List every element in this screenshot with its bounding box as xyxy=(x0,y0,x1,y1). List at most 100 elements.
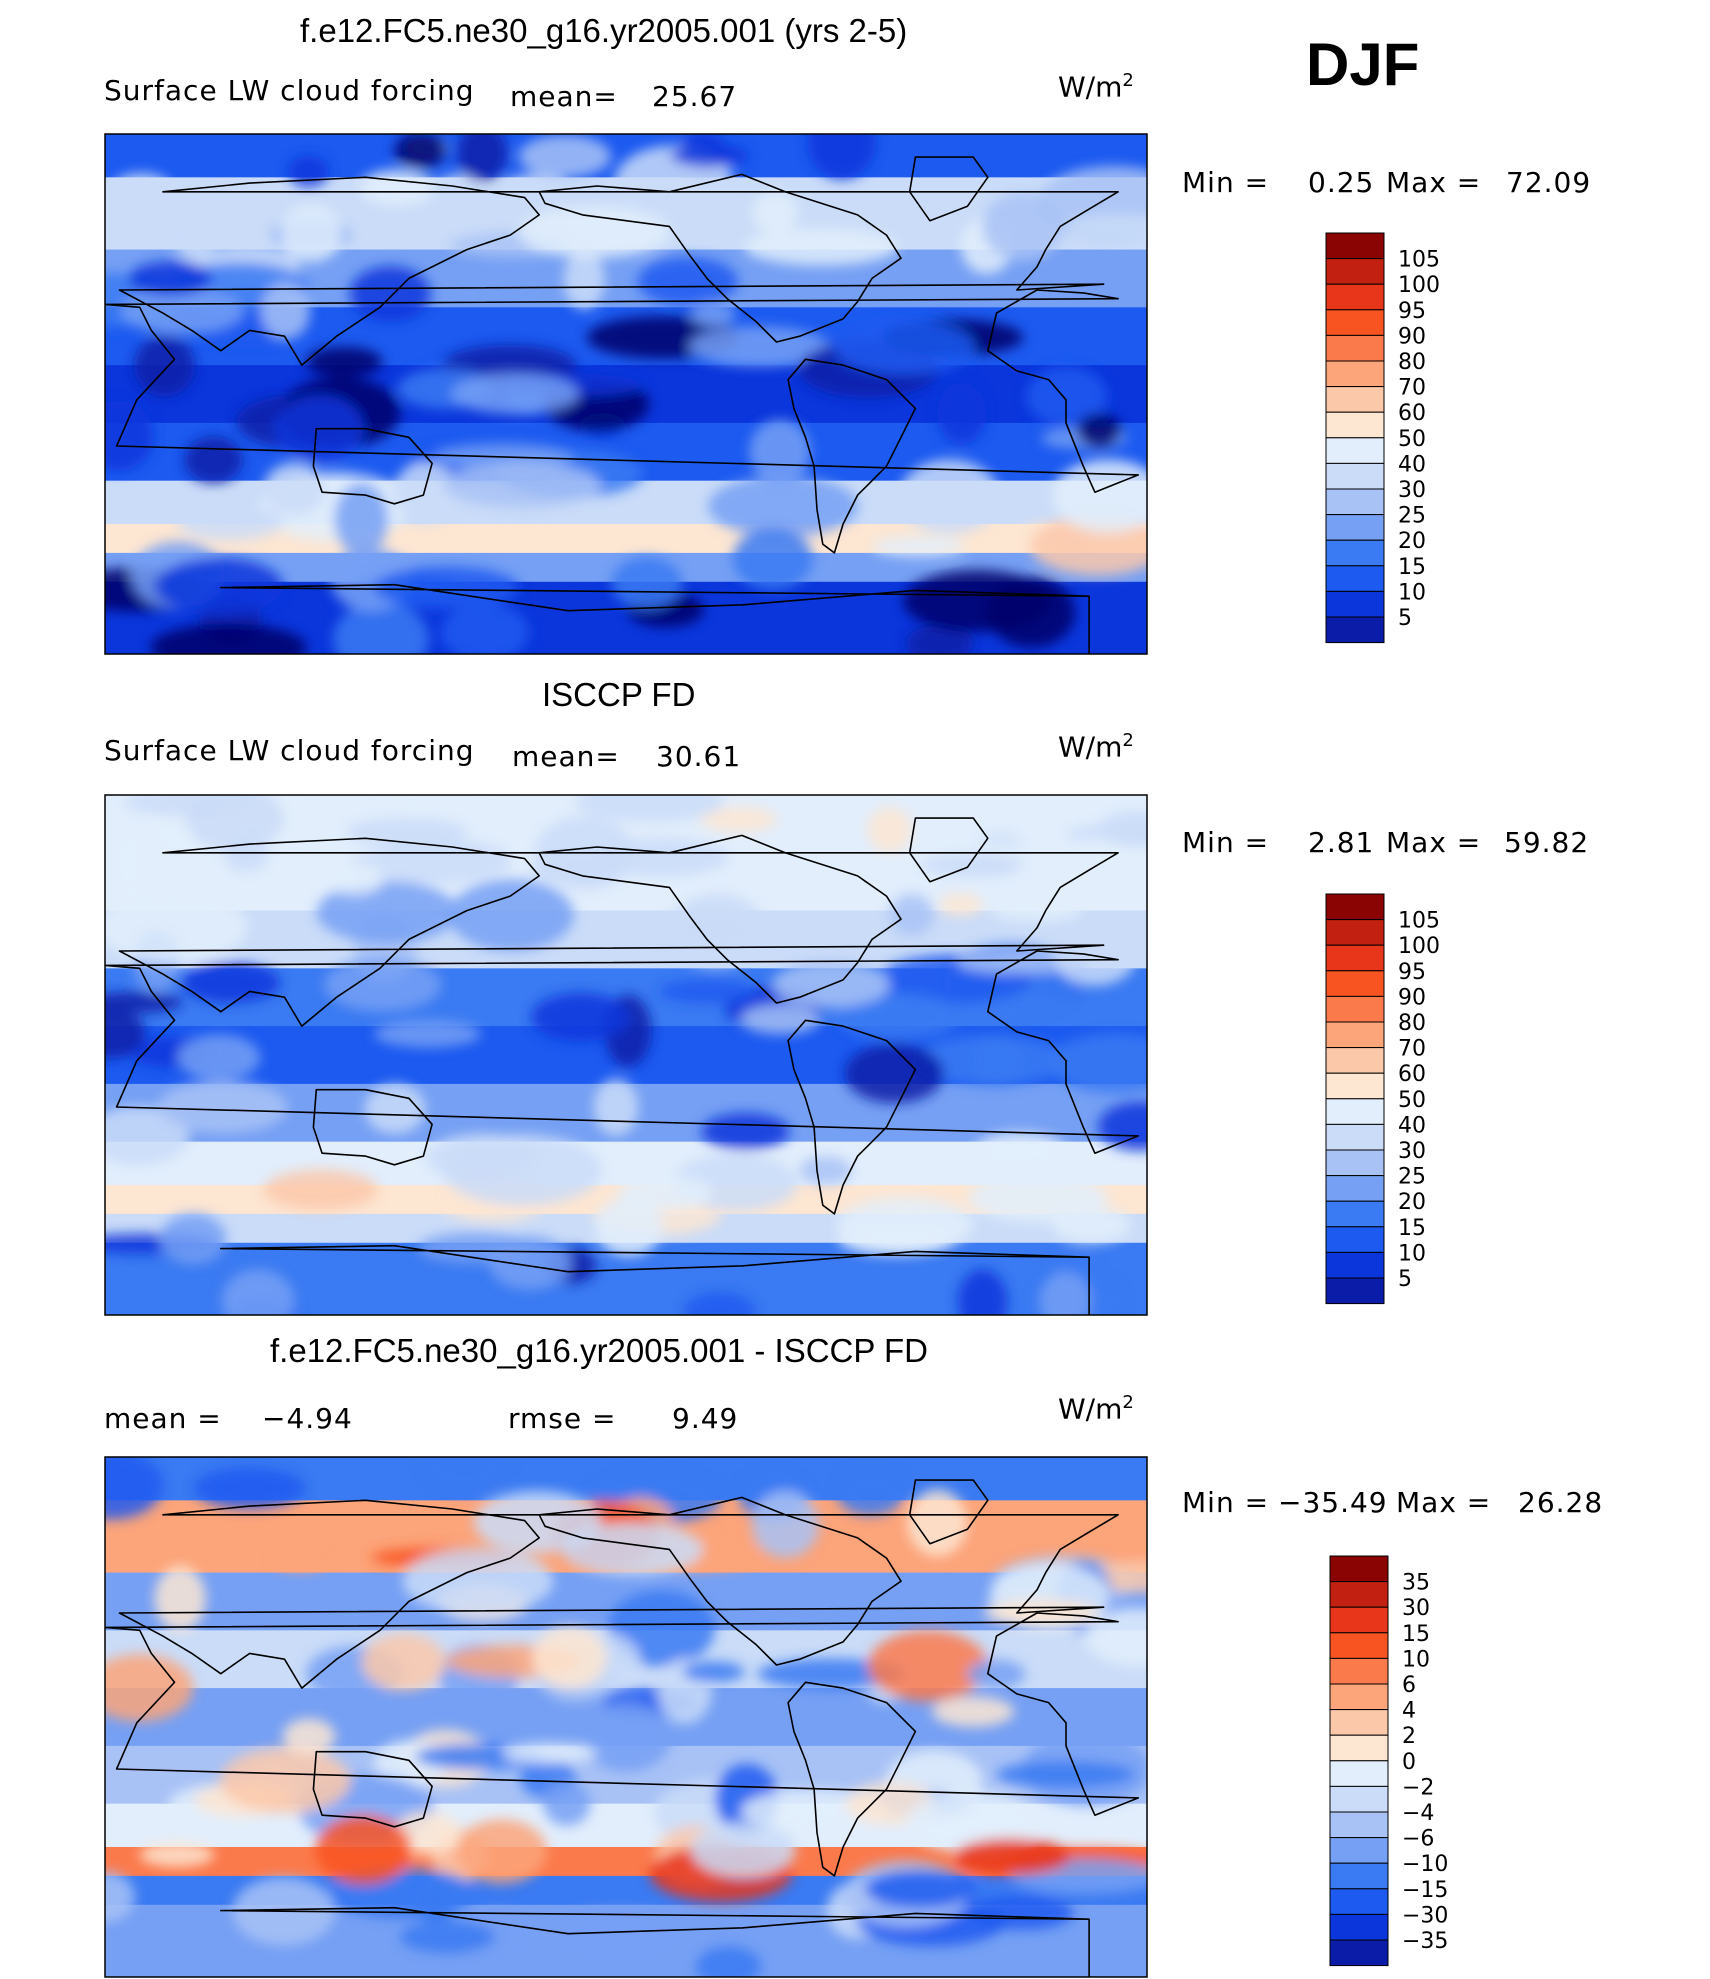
colorbar-box xyxy=(1329,1760,1389,1787)
variability-blob xyxy=(455,1819,548,1884)
variability-blob xyxy=(120,287,244,335)
colorbar-box xyxy=(1329,1632,1389,1659)
panel1-mean-value: 25.67 xyxy=(652,80,738,113)
panel2-mean-label: mean= xyxy=(512,740,620,773)
variability-blob xyxy=(889,893,934,936)
colorbar-tick-label: 100 xyxy=(1398,934,1440,959)
variability-blob xyxy=(177,1034,261,1081)
colorbar-tick-label: 20 xyxy=(1398,1190,1426,1215)
variability-blob xyxy=(540,1907,700,1973)
colorbar-tick-label: 80 xyxy=(1398,1011,1426,1036)
variability-blob xyxy=(260,281,311,340)
variability-blob xyxy=(457,134,508,182)
colorbar-box xyxy=(1325,1123,1385,1151)
coastline-southAmerica xyxy=(787,1019,917,1215)
variability-blob xyxy=(905,1790,1040,1854)
variability-blob xyxy=(757,1658,905,1690)
coastline-northAmerica xyxy=(538,173,902,343)
coastline-africa xyxy=(105,289,1140,494)
map-frame-2 xyxy=(104,794,1148,1316)
variability-blob xyxy=(181,962,281,1004)
variability-blob xyxy=(1039,1271,1092,1315)
colorbar-box xyxy=(1325,411,1385,439)
colorbar-tick-label: −35 xyxy=(1402,1929,1448,1954)
variability-blob xyxy=(364,1084,426,1134)
variability-blob xyxy=(488,1236,571,1290)
variability-blob xyxy=(394,134,447,169)
colorbar-box xyxy=(1325,386,1385,413)
variability-blob xyxy=(865,1870,975,1908)
panel1-min-value: 0.25 xyxy=(1308,166,1375,199)
colorbar-box xyxy=(1325,919,1385,946)
colorbar-box xyxy=(1325,1200,1385,1228)
colorbar-box xyxy=(1325,258,1385,285)
colorbar-tick-label: 15 xyxy=(1398,555,1426,580)
colorbar-box xyxy=(1329,1888,1389,1915)
variability-blob xyxy=(695,1946,762,1977)
colorbar-box xyxy=(1325,283,1385,311)
variability-blob xyxy=(399,1921,496,1953)
colorbar-box xyxy=(1325,1047,1385,1074)
variability-blob xyxy=(159,1213,227,1265)
variability-blob xyxy=(968,1173,1107,1224)
variability-blob xyxy=(807,134,876,180)
variability-blob xyxy=(279,204,343,262)
variability-blob xyxy=(530,992,631,1042)
variability-blob xyxy=(1046,838,1144,872)
variability-blob xyxy=(449,879,574,952)
variability-blob xyxy=(414,1882,458,1924)
colorbar-tick-label: 10 xyxy=(1402,1647,1430,1672)
colorbar-tick-label: −30 xyxy=(1402,1903,1448,1928)
colorbar-tick-label: 30 xyxy=(1398,1139,1426,1164)
variability-blob xyxy=(288,155,329,188)
map-panel-3 xyxy=(104,1456,1148,1978)
variability-blob xyxy=(134,335,196,397)
colorbar-box xyxy=(1329,1811,1389,1839)
variability-blob xyxy=(833,319,975,375)
variability-blob xyxy=(575,795,725,822)
colorbar-tick-label: 25 xyxy=(1398,504,1426,529)
variability-blob xyxy=(637,257,739,306)
variability-blob xyxy=(1084,1607,1147,1667)
panel2-min-label: Min = xyxy=(1182,826,1270,859)
colorbar-box xyxy=(1325,232,1385,260)
colorbar-tick-label: 10 xyxy=(1398,580,1426,605)
variability-blob xyxy=(109,172,174,213)
panel3-title: f.e12.FC5.ne30_g16.yr2005.001 - ISCCP FD xyxy=(270,1332,928,1369)
panel2-title: ISCCP FD xyxy=(542,676,696,713)
panel3-max-label: Max = xyxy=(1396,1486,1492,1519)
variability-blob xyxy=(1047,1033,1147,1094)
variability-blob xyxy=(543,1780,591,1826)
variability-blob xyxy=(442,1134,603,1206)
panel1-min-label: Min = xyxy=(1182,166,1270,199)
variability-blob xyxy=(931,1696,1015,1727)
colorbar-tick-label: 100 xyxy=(1398,273,1440,298)
colorbar-tick-label: 15 xyxy=(1398,1216,1426,1241)
panel3-mean-label: mean = xyxy=(104,1402,222,1435)
variability-blob xyxy=(953,1838,1070,1876)
colorbar-box xyxy=(1325,1098,1385,1125)
variability-blob xyxy=(751,191,799,235)
colorbar-tick-label: 105 xyxy=(1398,909,1440,934)
variability-blob xyxy=(989,899,1084,923)
panel1-max-value: 72.09 xyxy=(1506,166,1592,199)
variability-blob xyxy=(682,1661,745,1683)
coastline-southAmerica xyxy=(787,1681,917,1877)
variability-blob xyxy=(836,1469,905,1516)
variability-blob xyxy=(154,558,284,615)
coastline-greenland xyxy=(908,156,989,222)
coastline-australia xyxy=(312,1750,433,1828)
variability-blob xyxy=(282,1718,336,1755)
colorbar-tick-label: −15 xyxy=(1402,1878,1448,1903)
map-field-2 xyxy=(105,795,1147,1315)
colorbar-box xyxy=(1329,1657,1389,1685)
variability-blob xyxy=(581,1702,672,1772)
coastline-northAmerica xyxy=(538,834,902,1004)
coastline-greenland xyxy=(908,1479,989,1545)
variability-blob xyxy=(326,862,384,895)
variability-blob xyxy=(427,174,490,233)
variability-blob xyxy=(154,1565,206,1632)
variability-blob xyxy=(502,1743,597,1764)
coastline-antarctica xyxy=(220,583,1090,654)
variability-blob xyxy=(659,979,754,1004)
